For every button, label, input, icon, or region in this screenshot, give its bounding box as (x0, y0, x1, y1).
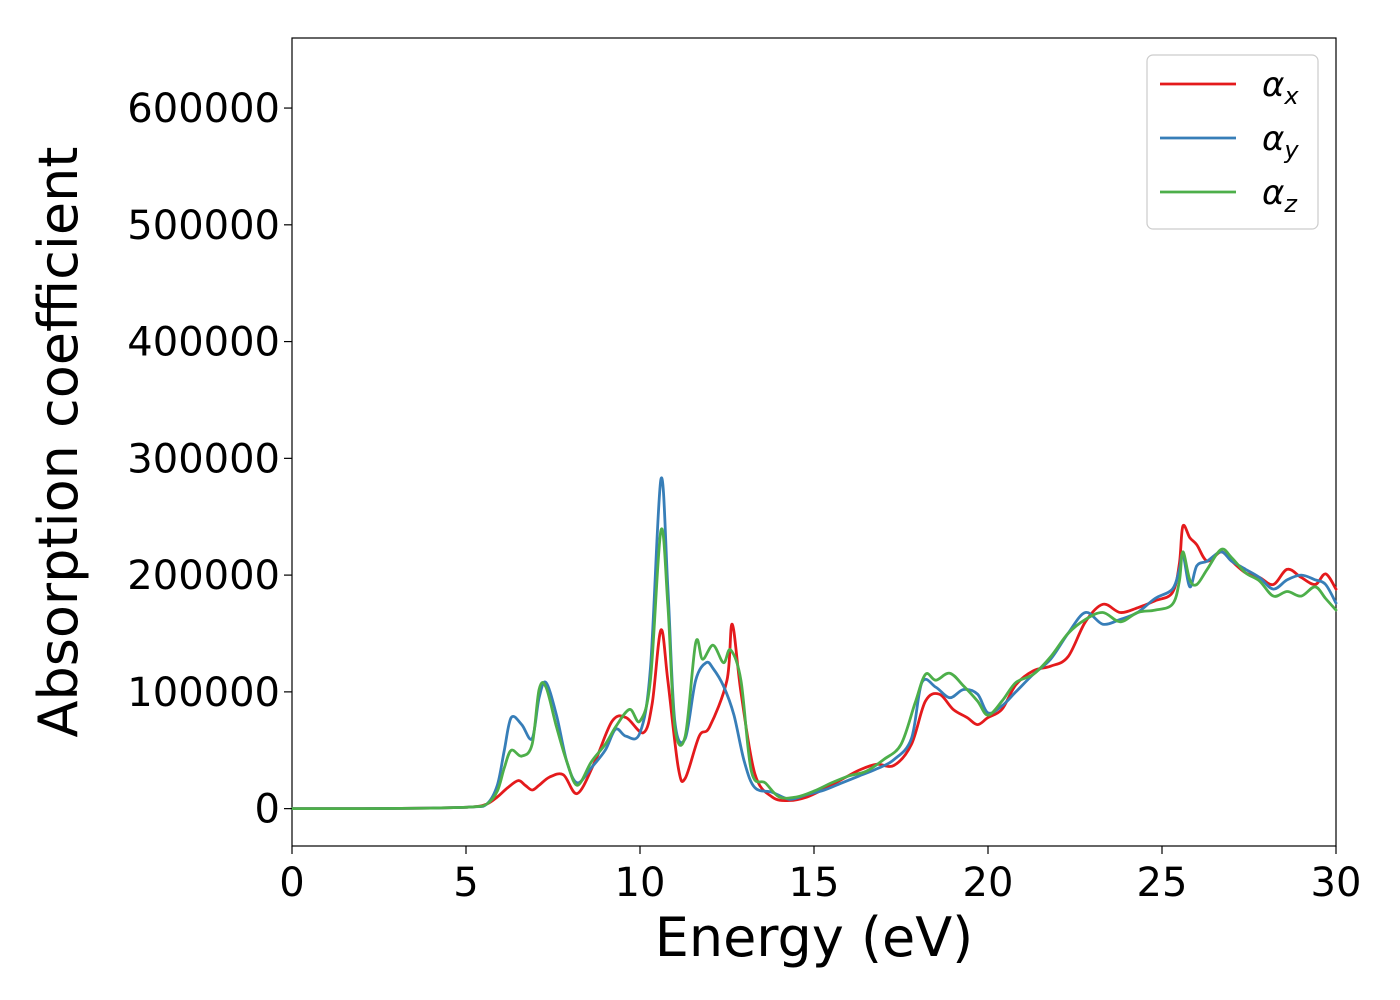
series-line-alpha-z (290, 527, 1338, 811)
x-tick-label: 15 (789, 860, 840, 906)
x-tick-label: 10 (615, 860, 666, 906)
x-tick-label: 20 (963, 860, 1014, 906)
series-line-alpha-y (290, 476, 1338, 811)
x-axis-ticks: 0 5 10 15 20 25 30 (279, 846, 1361, 906)
x-tick-label: 5 (453, 860, 478, 906)
series-layer (290, 476, 1338, 811)
y-tick-label: 600000 (127, 86, 280, 132)
y-tick-label: 400000 (127, 320, 280, 366)
y-axis-ticks: 0 100000 200000 300000 400000 500000 600000 (127, 86, 292, 833)
x-axis-label: Energy (eV) (655, 906, 974, 969)
y-tick-label: 0 (255, 787, 280, 833)
x-tick-label: 25 (1137, 860, 1188, 906)
y-tick-label: 300000 (127, 436, 280, 482)
y-axis-label: Absorption coefficient (27, 147, 90, 738)
y-tick-label: 100000 (127, 670, 280, 716)
series-line-alpha-x (290, 523, 1338, 811)
y-tick-label: 200000 (127, 553, 280, 599)
x-tick-label: 30 (1311, 860, 1362, 906)
x-tick-label: 0 (279, 860, 304, 906)
y-tick-label: 500000 (127, 203, 280, 249)
legend-box (1146, 54, 1319, 230)
